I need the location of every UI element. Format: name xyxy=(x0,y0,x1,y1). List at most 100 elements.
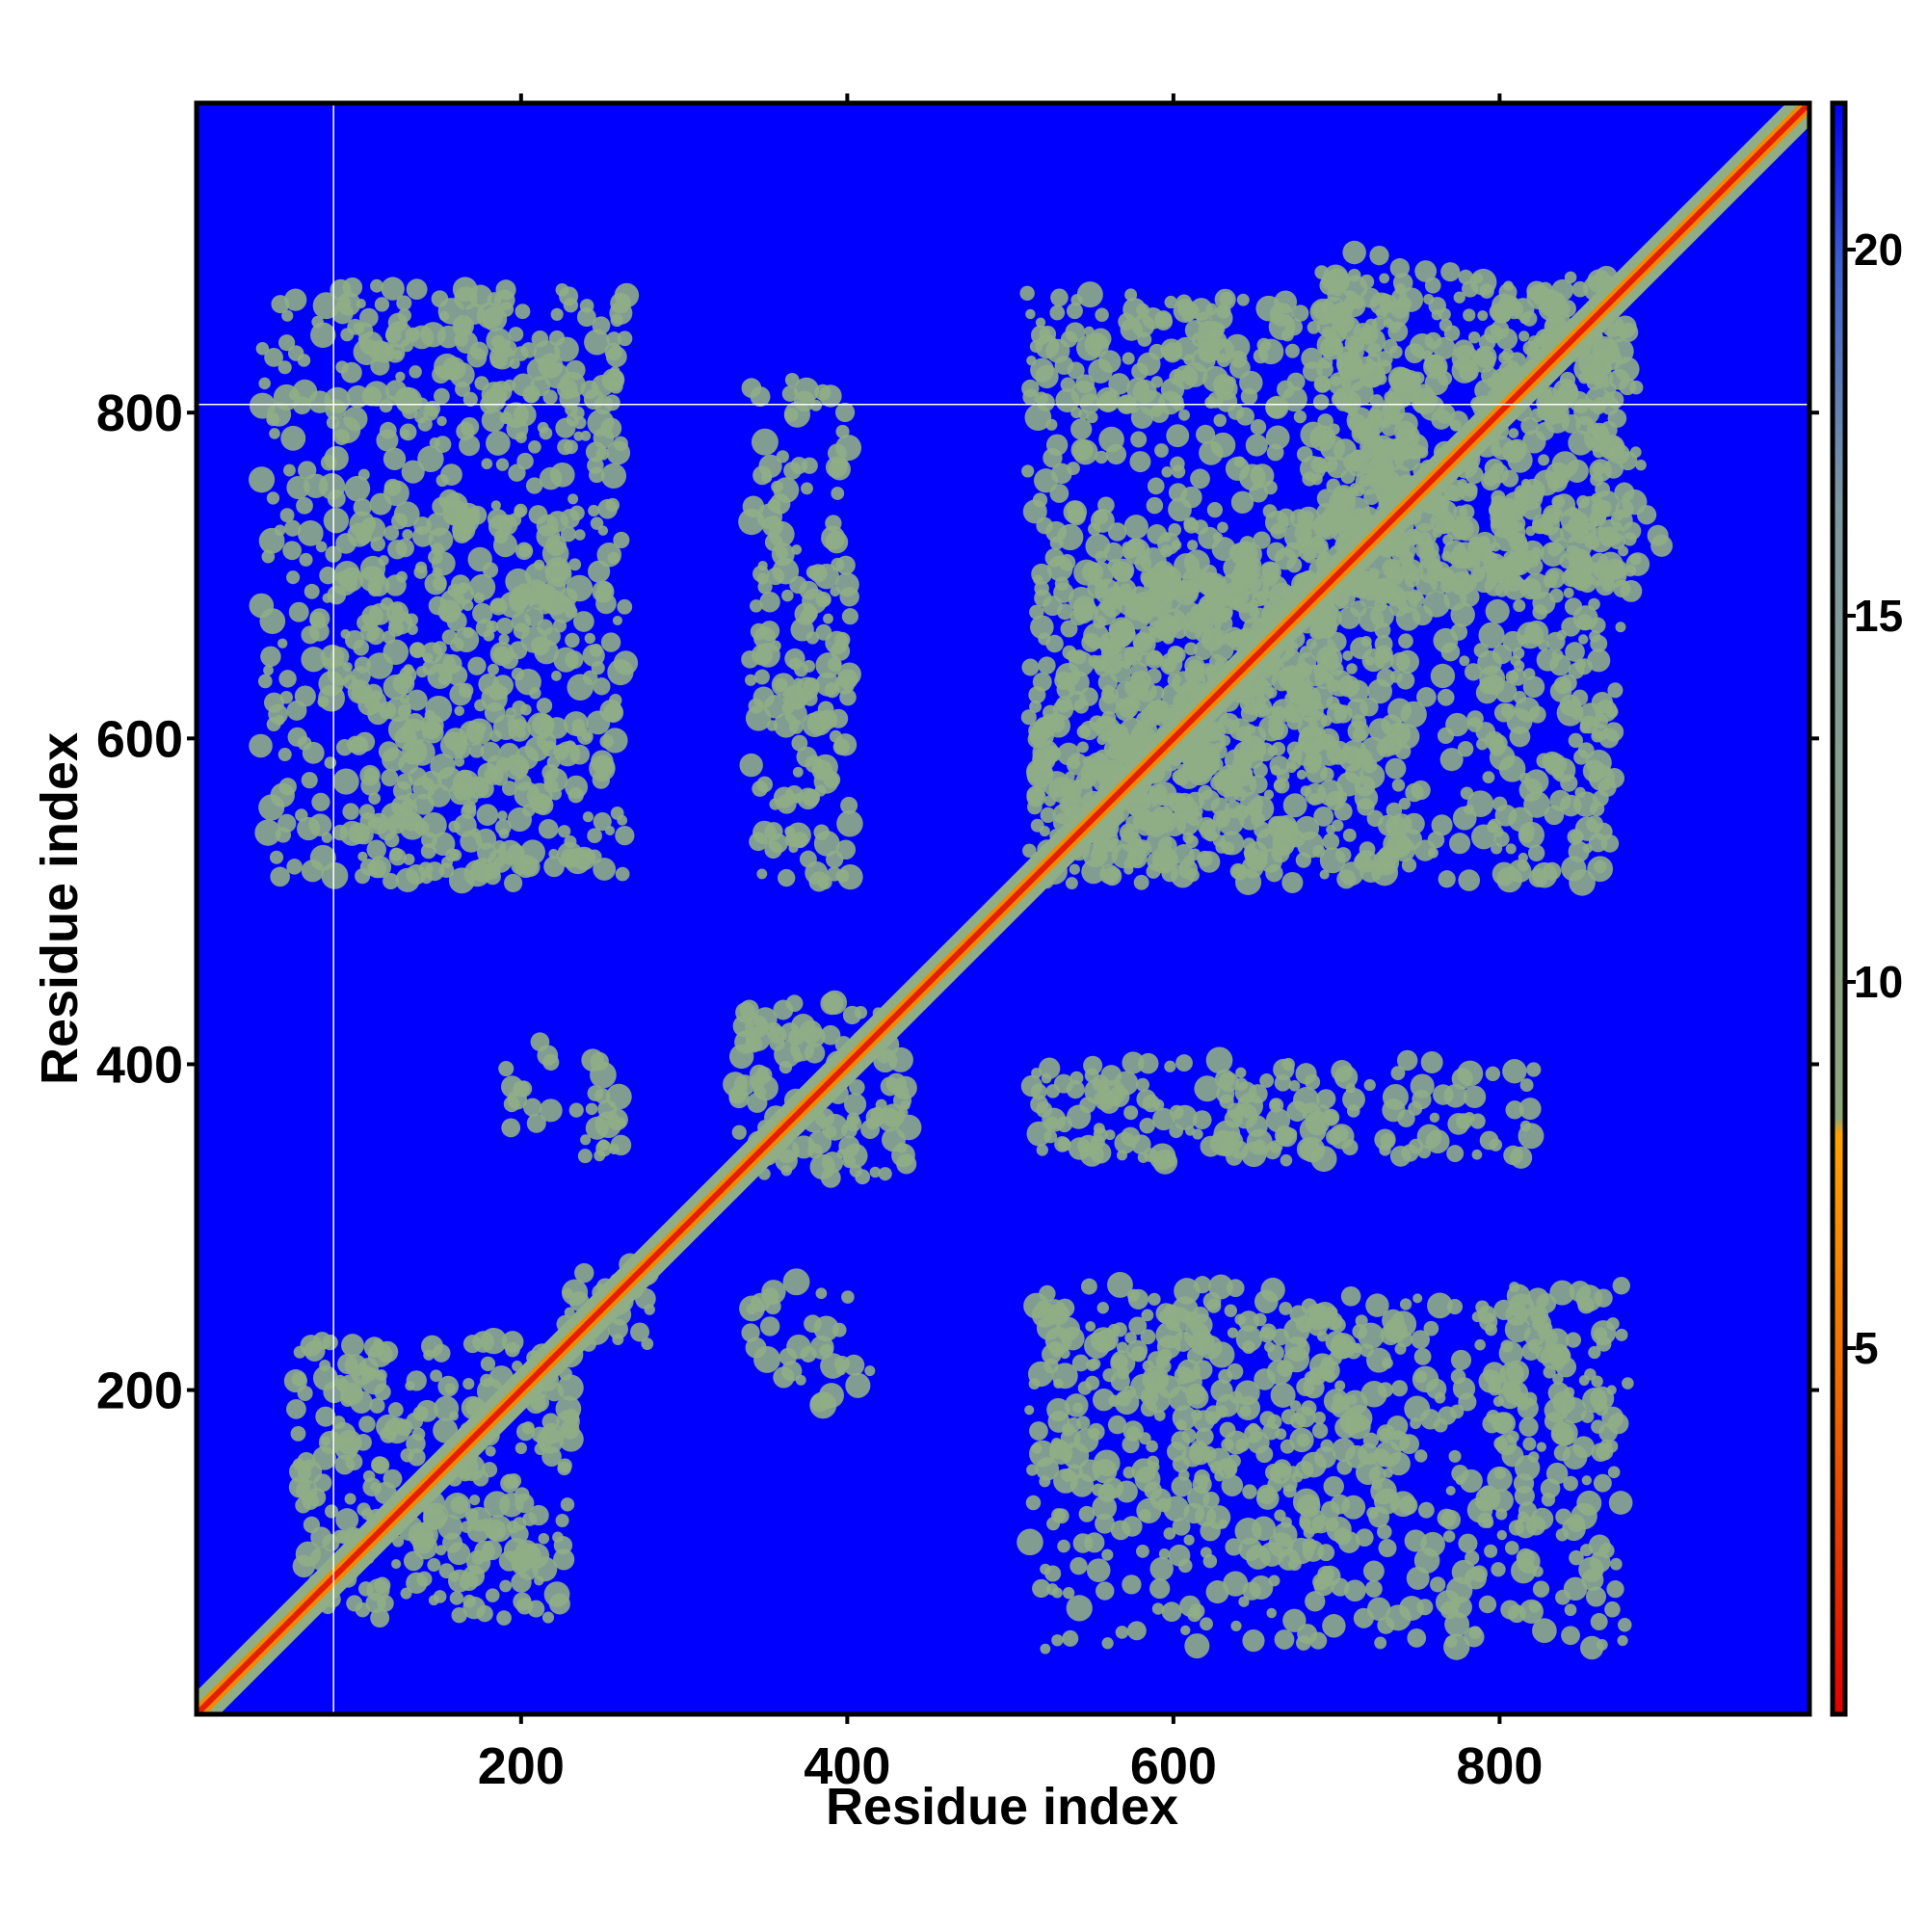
contact-speckle xyxy=(809,1336,834,1360)
contact-speckle xyxy=(1161,466,1173,478)
contact-speckle xyxy=(1229,350,1248,368)
contact-speckle xyxy=(813,824,830,840)
contact-speckle xyxy=(1055,1316,1081,1341)
contact-speckle xyxy=(1478,622,1505,648)
contact-speckle xyxy=(1029,340,1043,354)
contact-speckle xyxy=(1424,277,1441,294)
contact-speckle xyxy=(1133,633,1156,656)
contact-speckle xyxy=(801,482,813,495)
contact-speckle xyxy=(1095,717,1122,743)
contact-speckle xyxy=(406,1412,424,1430)
contact-speckle xyxy=(288,601,309,622)
contact-speckle xyxy=(835,424,850,438)
contact-speckle xyxy=(601,368,625,392)
contact-speckle xyxy=(1308,1309,1326,1326)
contact-speckle xyxy=(587,849,602,864)
contact-speckle xyxy=(1228,718,1252,741)
contact-speckle xyxy=(1551,649,1564,661)
contact-speckle xyxy=(342,662,353,673)
contact-speckle xyxy=(450,1495,469,1515)
contact-speckle xyxy=(1517,622,1544,649)
contact-speckle xyxy=(1362,1560,1385,1582)
contact-speckle xyxy=(824,1125,837,1138)
contact-speckle xyxy=(315,1406,336,1427)
contact-speckle xyxy=(817,701,834,718)
contact-speckle xyxy=(496,1610,512,1626)
contact-speckle xyxy=(580,430,592,441)
contact-speckle xyxy=(434,387,450,405)
contact-speckle xyxy=(1031,563,1052,585)
contact-speckle xyxy=(335,1508,359,1532)
contact-speckle xyxy=(1293,410,1307,424)
contact-speckle xyxy=(406,278,428,301)
contact-speckle xyxy=(405,613,419,626)
contact-speckle xyxy=(1298,663,1313,677)
contact-speckle xyxy=(406,1370,427,1391)
contact-speckle xyxy=(1347,268,1361,282)
contact-speckle xyxy=(1606,1385,1617,1395)
contact-speckle xyxy=(249,733,273,758)
contact-speckle xyxy=(753,1007,778,1031)
contact-speckle xyxy=(523,1098,542,1117)
contact-speckle xyxy=(1115,1480,1138,1503)
contact-speckle xyxy=(393,501,420,528)
contact-speckle xyxy=(1522,1437,1537,1451)
contact-speckle xyxy=(1446,1298,1464,1315)
contact-speckle xyxy=(1598,526,1620,547)
contact-speckle xyxy=(606,331,622,348)
contact-speckle xyxy=(1579,722,1592,734)
contact-speckle xyxy=(1115,680,1137,702)
contact-speckle xyxy=(1049,1439,1069,1460)
contact-speckle xyxy=(1326,478,1341,493)
contact-speckle xyxy=(1248,1084,1268,1104)
contact-speckle xyxy=(1136,303,1149,317)
contact-speckle xyxy=(469,341,488,360)
contact-speckle xyxy=(1318,1360,1340,1382)
contact-speckle xyxy=(367,582,383,596)
contact-speckle xyxy=(1349,508,1369,527)
contact-speckle xyxy=(1438,568,1456,585)
contact-speckle xyxy=(1040,807,1056,823)
contact-speckle xyxy=(1088,522,1101,536)
contact-speckle xyxy=(1584,1368,1597,1381)
contact-speckle xyxy=(296,496,313,515)
contact-speckle xyxy=(384,832,400,848)
contact-speckle xyxy=(1593,1473,1612,1493)
contact-speckle xyxy=(484,868,501,886)
contact-speckle xyxy=(1398,797,1412,810)
contact-speckle xyxy=(383,447,407,470)
contact-speckle xyxy=(313,1473,332,1493)
contact-speckle xyxy=(332,768,359,795)
contact-speckle xyxy=(1618,377,1637,396)
contact-speckle xyxy=(1208,1341,1235,1368)
contact-speckle xyxy=(397,308,411,323)
contact-speckle xyxy=(756,868,768,880)
contact-speckle xyxy=(1504,572,1523,592)
contact-speckle xyxy=(474,1540,496,1562)
contact-speckle xyxy=(568,558,582,571)
contact-speckle xyxy=(467,656,487,675)
contact-speckle xyxy=(369,1397,385,1414)
contact-speckle xyxy=(1342,1087,1365,1111)
contact-speckle xyxy=(1636,505,1657,525)
contact-speckle xyxy=(804,1043,826,1064)
contact-speckle xyxy=(508,327,524,342)
contact-speckle xyxy=(1301,347,1323,369)
contact-speckle xyxy=(376,1414,401,1440)
contact-speckle xyxy=(459,720,485,747)
contact-speckle xyxy=(1138,1508,1151,1522)
contact-speckle xyxy=(1024,1405,1035,1416)
contact-speckle xyxy=(1213,413,1227,427)
contact-speckle xyxy=(1171,540,1182,551)
contact-speckle xyxy=(1021,379,1040,398)
contact-speckle xyxy=(568,1102,584,1118)
contact-speckle xyxy=(1479,1312,1498,1332)
contact-speckle xyxy=(1154,1410,1166,1421)
contact-speckle xyxy=(342,803,359,820)
contact-speckle xyxy=(460,416,480,437)
contact-speckle xyxy=(613,650,639,675)
contact-speckle xyxy=(258,377,271,390)
contact-speckle xyxy=(1242,1484,1257,1499)
contact-speckle xyxy=(1108,617,1135,644)
contact-speckle xyxy=(555,1514,569,1527)
